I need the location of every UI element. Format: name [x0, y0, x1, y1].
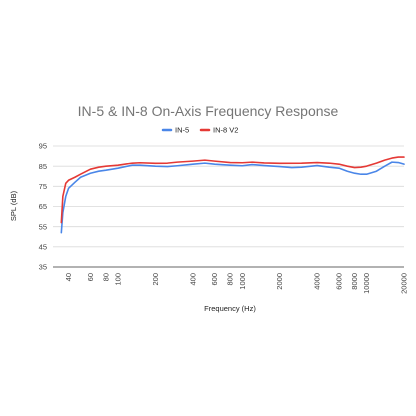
- y-tick-label: 65: [39, 202, 47, 211]
- legend: IN-5 IN-8 V2: [161, 126, 238, 135]
- x-tick-label: 4000: [313, 273, 322, 290]
- y-tick-label: 55: [39, 222, 47, 231]
- x-axis-ticks: 40 60 80 100 200 400 600 800 1000 2000 4000 6000 800…: [64, 273, 408, 294]
- x-tick-label: 200: [151, 273, 160, 286]
- legend-label: IN-5: [175, 126, 189, 135]
- x-tick-label: 2000: [275, 273, 284, 290]
- x-tick-label: 400: [188, 273, 197, 286]
- x-tick-label: 600: [210, 273, 219, 286]
- x-tick-label: 8000: [350, 273, 359, 290]
- x-tick-label: 80: [101, 273, 110, 281]
- x-tick-label: 40: [64, 273, 73, 281]
- x-tick-label: 6000: [335, 273, 344, 290]
- y-tick-label: 85: [39, 162, 47, 171]
- x-tick-label: 10000: [362, 273, 371, 294]
- series-line-in-8-v2: [60, 156, 405, 224]
- x-axis-title: Frequency (Hz): [204, 304, 256, 313]
- y-axis-ticks: 35 45 55 65 75 85 95: [39, 142, 47, 272]
- legend-label: IN-8 V2: [213, 126, 238, 135]
- y-tick-label: 75: [39, 182, 47, 191]
- x-tick-label: 60: [86, 273, 95, 281]
- series-lines: [60, 156, 405, 234]
- y-axis-title: SPL (dB): [9, 190, 18, 221]
- x-tick-label: 1000: [238, 273, 247, 290]
- chart-title: IN-5 & IN-8 On-Axis Frequency Response: [78, 103, 339, 119]
- y-tick-label: 35: [39, 263, 47, 272]
- series-line-in-5: [60, 161, 405, 234]
- x-tick-label: 800: [226, 273, 235, 286]
- gridlines: [53, 145, 404, 268]
- y-tick-label: 45: [39, 242, 47, 251]
- x-tick-label: 100: [113, 273, 122, 286]
- y-tick-label: 95: [39, 142, 47, 151]
- x-tick-label: 20000: [400, 273, 409, 294]
